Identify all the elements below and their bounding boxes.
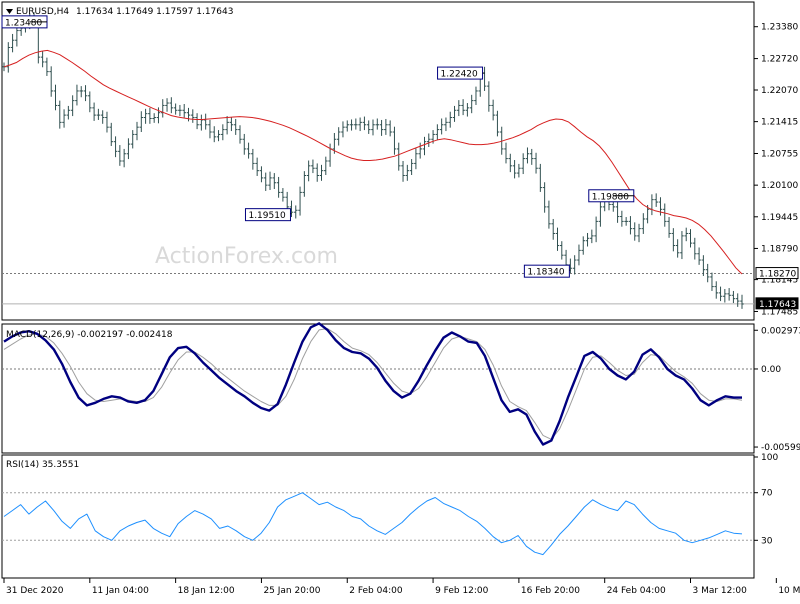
macd-y-tick-label: 0.00 xyxy=(761,365,781,375)
price-panel-frame xyxy=(1,1,755,321)
x-tick-label: 16 Feb 20:00 xyxy=(521,586,580,596)
x-tick-label: 31 Dec 2020 xyxy=(6,586,64,596)
x-tick-label: 18 Jan 12:00 xyxy=(178,586,235,596)
rsi-title: RSI(14) 35.3551 xyxy=(6,460,79,470)
x-tick-label: 24 Feb 04:00 xyxy=(607,586,666,596)
level-price-badge xyxy=(755,267,799,280)
level-price-label: 1.18270 xyxy=(759,270,796,280)
price-annotation-label: 1.19510 xyxy=(248,211,285,221)
rsi-y-tick-label: 70 xyxy=(761,489,773,499)
price-y-tick-label: 1.20755 xyxy=(761,150,798,160)
price-annotation-label: 1.19880 xyxy=(592,192,629,202)
price-annotation-label: 1.22420 xyxy=(441,70,478,80)
price-y-tick-label: 1.19445 xyxy=(761,213,798,223)
x-tick-label: 9 Feb 12:00 xyxy=(435,586,489,596)
price-y-tick-label: 1.18145 xyxy=(761,276,798,286)
level-price-label: 1.17643 xyxy=(759,300,796,310)
rsi-line xyxy=(3,492,743,556)
price-y-tick-label: 1.17485 xyxy=(761,307,798,317)
level-price-badge xyxy=(755,297,799,310)
price-annotation-label: 1.18340 xyxy=(527,268,564,278)
price-y-tick-label: 1.22070 xyxy=(761,86,798,96)
x-tick-label: 25 Jan 20:00 xyxy=(263,586,320,596)
price-y-tick-label: 1.20100 xyxy=(761,181,798,191)
price-panel: 1.23480 1.22420 1.19510 1.19880 1.18340 xyxy=(1,12,754,309)
price-annotation-box xyxy=(244,208,291,222)
price-annotation-box xyxy=(523,264,570,278)
macd-y-tick-label: -0.005996 xyxy=(761,443,800,453)
price-y-tick-label: 1.21415 xyxy=(761,118,798,128)
ohlc-readout: 1.17634 1.17649 1.17597 1.17643 xyxy=(76,7,233,17)
rsi-panel-frame xyxy=(1,454,755,579)
price-y-tick-label: 1.23380 xyxy=(761,23,798,33)
macd-signal-line xyxy=(3,328,743,440)
x-tick-label: 10 Mar 20:00 xyxy=(778,586,800,596)
rsi-y-tick-label: 30 xyxy=(761,536,773,546)
x-tick-label: 11 Jan 04:00 xyxy=(92,586,149,596)
price-y-tick-label: 1.22720 xyxy=(761,55,798,65)
axes: 1.23380 1.22720 1.22070 1.21415 1.20755 1.201… xyxy=(3,23,800,596)
watermark: ActionForex.com xyxy=(155,244,338,269)
x-tick-label: 2 Feb 04:00 xyxy=(349,586,403,596)
macd-panel xyxy=(2,322,754,446)
macd-title: MACD(12,26,9) -0.002197 -0.002418 xyxy=(6,330,173,340)
macd-y-tick-label: 0.002973 xyxy=(761,326,800,336)
rsi-y-tick-label: 100 xyxy=(761,453,778,463)
symbol-label: EURUSD,H4 xyxy=(16,7,69,17)
moving-average-line xyxy=(3,49,743,275)
dropdown-triangle-icon[interactable] xyxy=(6,9,13,14)
x-tick-label: 3 Mar 12:00 xyxy=(693,586,748,596)
macd-line xyxy=(3,322,742,446)
price-y-tick-label: 1.18790 xyxy=(761,244,798,254)
price-annotation-label: 1.23480 xyxy=(5,18,42,28)
rsi-panel xyxy=(2,492,754,556)
macd-panel-frame xyxy=(1,323,755,454)
